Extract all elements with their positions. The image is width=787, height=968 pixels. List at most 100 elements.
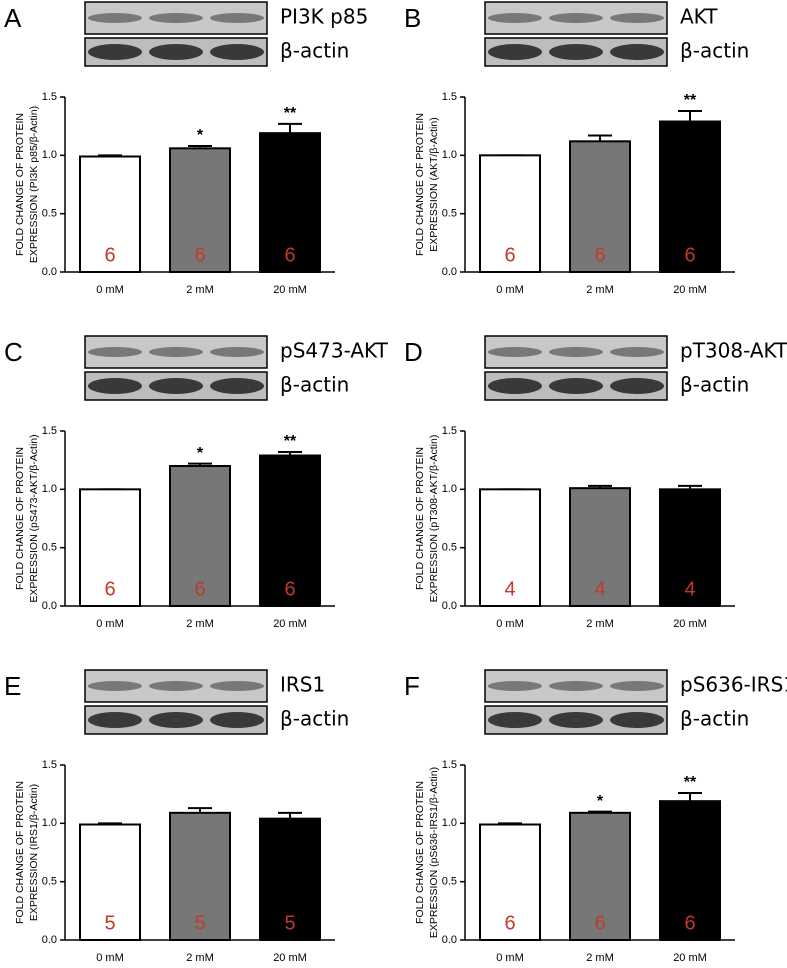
blot-band <box>149 378 203 394</box>
panel-letter: D <box>404 337 423 367</box>
x-tick-label: 20 mM <box>673 284 707 296</box>
panel: E IRS1 β-actin FOLD CHANGE OF PROTEIN EXPRES… <box>4 669 349 964</box>
sample-size: 6 <box>684 244 695 266</box>
blot-label: β-actin <box>280 373 349 397</box>
bar <box>569 140 631 273</box>
bar <box>79 488 141 607</box>
x-tick-label: 2 mM <box>186 618 214 630</box>
panel-letter: B <box>404 3 421 33</box>
sample-size: 6 <box>194 244 205 266</box>
bar <box>569 811 631 941</box>
x-tick-label: 0 mM <box>96 952 124 964</box>
y-tick-label: 0.5 <box>42 876 57 888</box>
x-tick-label: 2 mM <box>586 618 614 630</box>
panel-letter: F <box>404 671 420 701</box>
y-axis-label: FOLD CHANGE OF PROTEIN <box>14 781 26 924</box>
sample-size: 6 <box>504 244 515 266</box>
blot-band <box>149 44 203 60</box>
bar <box>569 487 631 608</box>
sample-size: 4 <box>504 578 515 600</box>
bar <box>659 488 721 607</box>
x-tick-label: 2 mM <box>186 952 214 964</box>
x-tick-label: 20 mM <box>673 618 707 630</box>
y-tick-label: 1.5 <box>42 425 57 437</box>
blot-band <box>488 681 542 691</box>
blot-band <box>88 712 142 728</box>
blot-band <box>88 13 142 23</box>
sample-size: 5 <box>104 912 115 934</box>
y-tick-label: 1.0 <box>42 149 57 161</box>
blot-label: pS473-AKT <box>280 339 389 363</box>
y-axis-label: EXPRESSION (pS636-IRS1/β-Actin) <box>428 767 440 938</box>
blot-band <box>210 712 264 728</box>
significance: ** <box>284 433 297 450</box>
bar <box>479 154 541 273</box>
blot-band <box>610 681 664 691</box>
bar <box>169 811 231 941</box>
blot-label: β-actin <box>280 707 349 731</box>
blot-band <box>149 13 203 23</box>
blot-label: pS636-IRS1 <box>680 673 787 697</box>
sample-size: 6 <box>284 244 295 266</box>
sample-size: 6 <box>104 244 115 266</box>
blot-band <box>488 378 542 394</box>
y-axis-label: FOLD CHANGE OF PROTEIN <box>414 447 426 590</box>
blot-band <box>610 13 664 23</box>
blot-label: β-actin <box>680 707 749 731</box>
y-axis-label: EXPRESSION (IRS1/β-Actin) <box>28 784 40 921</box>
blot-band <box>88 347 142 357</box>
sample-size: 5 <box>194 912 205 934</box>
y-tick-label: 1.5 <box>442 759 457 771</box>
blot-band <box>210 378 264 394</box>
y-tick-label: 0.0 <box>42 266 57 278</box>
blot-band <box>149 347 203 357</box>
y-tick-label: 0.0 <box>442 934 457 946</box>
significance: ** <box>684 774 697 791</box>
y-tick-label: 0.0 <box>42 600 57 612</box>
blot-band <box>88 378 142 394</box>
y-tick-label: 1.0 <box>442 483 457 495</box>
blot-band <box>210 681 264 691</box>
y-tick-label: 0.0 <box>442 600 457 612</box>
y-tick-label: 1.5 <box>442 425 457 437</box>
blot-label: β-actin <box>680 373 749 397</box>
bar <box>169 147 231 273</box>
y-tick-label: 0.5 <box>42 542 57 554</box>
y-tick-label: 0.0 <box>442 266 457 278</box>
y-tick-label: 0.5 <box>442 208 457 220</box>
blot-label: pT308-AKT <box>680 339 787 363</box>
blot-band <box>149 712 203 728</box>
bar <box>259 454 321 607</box>
sample-size: 6 <box>284 578 295 600</box>
bar <box>479 488 541 607</box>
blot-band <box>88 681 142 691</box>
y-tick-label: 1.0 <box>42 483 57 495</box>
x-tick-label: 0 mM <box>96 284 124 296</box>
x-tick-label: 20 mM <box>273 284 307 296</box>
bar <box>79 823 141 941</box>
x-tick-label: 20 mM <box>273 618 307 630</box>
blot-band <box>149 681 203 691</box>
blot-band <box>488 712 542 728</box>
y-tick-label: 1.5 <box>42 91 57 103</box>
y-axis-label: FOLD CHANGE OF PROTEIN <box>414 781 426 924</box>
panel-letter: E <box>4 671 21 701</box>
blot-band <box>88 44 142 60</box>
y-tick-label: 1.5 <box>42 759 57 771</box>
x-tick-label: 2 mM <box>586 284 614 296</box>
sample-size: 6 <box>504 912 515 934</box>
blot-label: β-actin <box>280 39 349 63</box>
blot-band <box>549 681 603 691</box>
sample-size: 6 <box>684 912 695 934</box>
bar <box>259 132 321 273</box>
x-tick-label: 0 mM <box>496 952 524 964</box>
x-tick-label: 2 mM <box>586 952 614 964</box>
y-axis-label: EXPRESSION (PI3K p85/β-Actin) <box>28 106 40 263</box>
x-tick-label: 0 mM <box>496 284 524 296</box>
x-tick-label: 0 mM <box>96 618 124 630</box>
sample-size: 6 <box>594 912 605 934</box>
